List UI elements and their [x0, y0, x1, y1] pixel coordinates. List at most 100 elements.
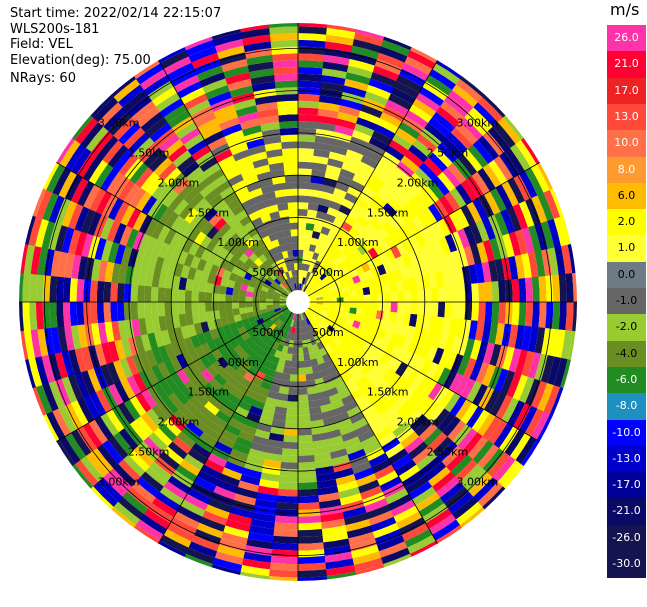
- velocity-cell: [363, 149, 383, 164]
- velocity-cell: [446, 132, 469, 155]
- velocity-cell: [20, 330, 29, 361]
- velocity-cell: [497, 117, 522, 145]
- velocity-cell: [443, 486, 469, 509]
- colorbar-swatch: [607, 445, 646, 473]
- velocity-cell: [70, 177, 89, 204]
- velocity-cell: [118, 153, 139, 176]
- velocity-cell: [273, 182, 287, 192]
- velocity-cell: [270, 169, 286, 178]
- velocity-cell: [178, 313, 188, 327]
- velocity-cell: [304, 236, 312, 245]
- velocity-cell: [324, 335, 334, 345]
- range-rings-and-spokes: [19, 23, 577, 581]
- velocity-cell: [184, 380, 199, 396]
- velocity-cell: [76, 301, 85, 326]
- velocity-cell: [273, 307, 282, 313]
- velocity-cell: [388, 281, 398, 293]
- velocity-cell: [405, 110, 429, 129]
- velocity-cell: [100, 216, 115, 240]
- velocity-cell: [90, 94, 115, 118]
- velocity-cell: [140, 251, 152, 271]
- velocity-cell: [135, 62, 165, 85]
- velocity-cell: [209, 263, 220, 276]
- velocity-cell: [382, 221, 396, 236]
- velocity-cell: [216, 544, 245, 559]
- velocity-cell: [337, 366, 349, 377]
- velocity-cell: [260, 184, 275, 195]
- velocity-cell: [395, 511, 423, 530]
- velocity-cell: [279, 283, 286, 290]
- velocity-cell: [316, 325, 325, 334]
- velocity-cell: [221, 467, 243, 481]
- velocity-cell: [232, 149, 251, 162]
- velocity-cell: [354, 564, 385, 576]
- velocity-cell: [380, 182, 397, 198]
- velocity-cell: [396, 187, 413, 204]
- velocity-cell: [297, 354, 305, 362]
- velocity-cell: [120, 204, 136, 226]
- velocity-cell: [271, 270, 280, 279]
- velocity-cell: [256, 101, 279, 112]
- velocity-cell: [334, 271, 344, 280]
- velocity-cell: [441, 270, 452, 288]
- velocity-cell: [268, 569, 298, 578]
- velocity-cell: [316, 296, 324, 301]
- velocity-cell: [309, 296, 317, 300]
- velocity-cell: [322, 307, 330, 313]
- velocity-cell: [262, 259, 272, 269]
- velocity-cell: [283, 280, 289, 287]
- velocity-cell: [22, 272, 31, 302]
- velocity-cell: [144, 366, 159, 386]
- velocity-cell: [313, 224, 323, 233]
- velocity-cell: [254, 393, 268, 404]
- velocity-cell: [457, 284, 466, 303]
- velocity-cell: [289, 374, 298, 382]
- velocity-cell: [195, 177, 212, 193]
- velocity-cell: [210, 142, 231, 158]
- velocity-cell: [203, 458, 225, 474]
- velocity-cell: [339, 493, 363, 506]
- velocity-cell: [148, 431, 168, 452]
- velocity-cell: [247, 448, 267, 460]
- velocity-cell: [477, 167, 496, 192]
- velocity-cell: [167, 475, 191, 494]
- velocity-cell: [374, 162, 393, 178]
- velocity-cell: [297, 529, 323, 538]
- velocity-cell: [102, 472, 128, 497]
- velocity-cell: [133, 524, 161, 544]
- velocity-cell: [191, 145, 212, 162]
- velocity-cell: [238, 295, 246, 302]
- velocity-cell: [335, 382, 348, 394]
- velocity-cell: [238, 350, 250, 362]
- velocity-cell: [270, 283, 278, 290]
- velocity-cell: [285, 353, 293, 361]
- velocity-cell: [226, 512, 252, 526]
- velocity-cell: [19, 301, 24, 332]
- velocity-cell: [235, 436, 253, 449]
- velocity-cell: [207, 168, 225, 183]
- velocity-cell: [290, 312, 295, 320]
- velocity-cell: [247, 382, 261, 394]
- velocity-cell: [187, 323, 197, 338]
- velocity-cell: [343, 400, 359, 412]
- velocity-cell: [325, 164, 342, 176]
- velocity-cell: [298, 80, 322, 89]
- velocity-cell: [217, 435, 236, 449]
- velocity-cell: [393, 505, 419, 524]
- velocity-cell: [364, 410, 381, 424]
- velocity-cell: [49, 301, 58, 328]
- range-label: 1.50km: [188, 206, 230, 219]
- velocity-cell: [321, 409, 336, 420]
- velocity-cell: [239, 307, 247, 315]
- velocity-cell: [437, 412, 456, 433]
- velocity-cell: [340, 371, 353, 383]
- velocity-cell: [305, 373, 315, 382]
- velocity-cell: [393, 81, 420, 99]
- velocity-cell: [475, 220, 490, 243]
- velocity-cell: [345, 149, 364, 162]
- velocity-cell: [487, 126, 511, 153]
- velocity-cell: [285, 414, 298, 423]
- velocity-cell: [71, 463, 94, 489]
- velocity-cell: [265, 197, 278, 208]
- velocity-cell: [417, 396, 434, 415]
